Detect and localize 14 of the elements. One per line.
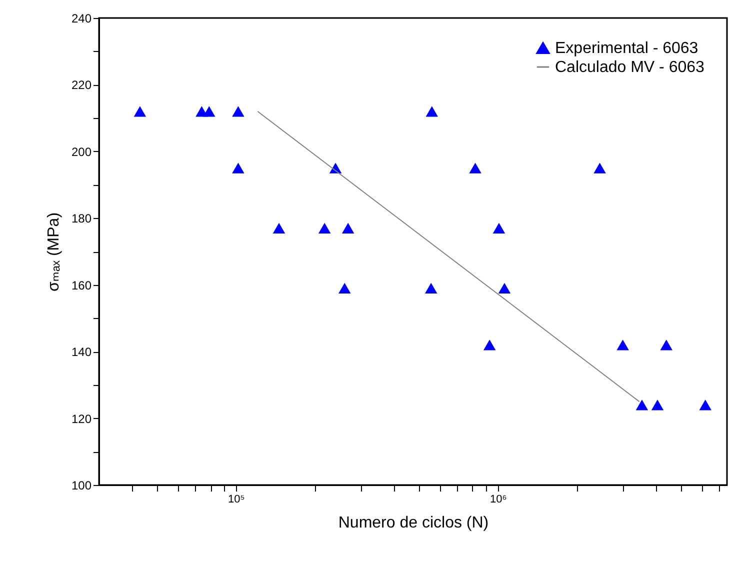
y-tick-label: 240 (71, 12, 92, 26)
y-tick-label: 100 (71, 478, 92, 492)
y-axis-title: σₘₐₓ (MPa) (45, 212, 62, 292)
y-tick-label: 160 (71, 278, 92, 292)
y-tick-label: 140 (71, 345, 92, 360)
y-tick-label: 220 (71, 78, 92, 92)
legend-label: Experimental - 6063 (555, 40, 698, 57)
y-tick-label: 120 (71, 412, 92, 426)
legend-label: Calculado MV - 6063 (555, 59, 705, 76)
y-tick-label: 200 (71, 144, 92, 159)
x-axis-title: Numero de ciclos (N) (338, 514, 489, 532)
x-tick-label: 10⁵ (228, 494, 245, 506)
y-tick-label: 180 (71, 212, 92, 226)
x-tick-label: 10⁶ (490, 494, 507, 506)
